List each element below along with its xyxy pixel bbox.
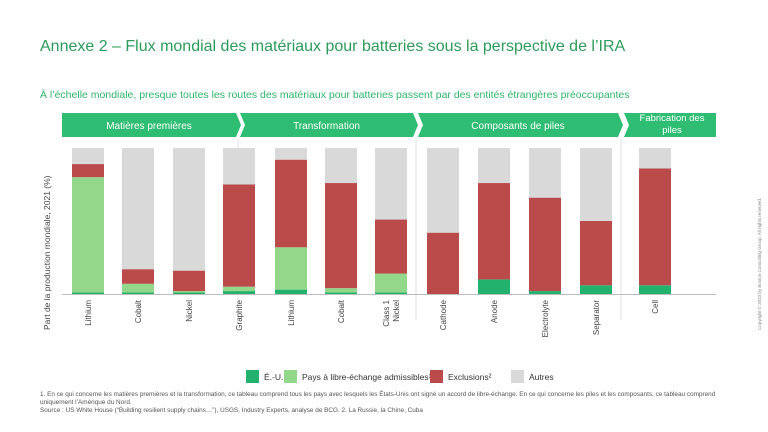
x-tick-label-8: Anode — [490, 299, 499, 323]
bar-4-segment-2 — [275, 159, 307, 248]
legend-item-exclusions: Exclusions² — [430, 370, 491, 383]
bar-2-segment-2 — [173, 270, 205, 292]
group-header-label-3: Fabrication des — [640, 113, 705, 124]
legend-swatch-exclusions — [430, 370, 443, 383]
bar-9-segment-0 — [529, 291, 561, 294]
bar-1-segment-2 — [122, 269, 154, 284]
legend-label-others: Autres — [529, 371, 554, 382]
bar-10-segment-3 — [580, 148, 612, 221]
footnote: 1. En ce qui concerne les matières premi… — [40, 391, 720, 415]
x-tick-label-10: Separator — [592, 300, 601, 335]
footnote-source: Source : US White House (“Building resil… — [40, 407, 423, 414]
stacked-bar-chart: Matières premières Transformation Composan… — [42, 113, 716, 337]
bar-3-segment-1 — [223, 286, 255, 292]
legend-item-us: É.-U. — [246, 370, 283, 383]
bar-6-segment-1 — [375, 273, 407, 293]
x-tick-label-1: Cobalt — [134, 299, 143, 323]
x-tick-label-5: Cobalt — [337, 299, 346, 323]
x-tick-label-0: Lithium — [84, 300, 93, 326]
bar-2-segment-3 — [173, 148, 205, 271]
footnote-line-1: 1. En ce qui concerne les matières premi… — [40, 391, 716, 406]
legend-swatch-us — [246, 370, 259, 383]
bar-0-segment-0 — [72, 292, 104, 294]
bar-10-segment-0 — [580, 285, 612, 294]
legend-swatch-others — [511, 370, 524, 383]
bar-4-segment-3 — [275, 148, 307, 160]
group-header-label-1: Transformation — [293, 121, 360, 132]
bar-2-segment-0 — [173, 292, 205, 294]
legend-item-others: Autres — [511, 370, 554, 383]
bar-5-segment-3 — [325, 148, 357, 184]
bar-8-segment-0 — [478, 279, 510, 294]
bar-2-segment-1 — [173, 291, 205, 293]
legend-item-fta: Pays à libre-échange admissibles¹ — [284, 370, 431, 383]
bar-11-segment-0 — [639, 285, 671, 294]
bar-8-segment-2 — [478, 183, 510, 280]
legend-label-us: É.-U. — [264, 371, 284, 382]
x-tick-label-3: Graphite — [235, 299, 244, 330]
group-header-3 — [624, 113, 716, 137]
bar-3-segment-2 — [223, 184, 255, 287]
group-header-0 — [62, 113, 241, 137]
bar-7-segment-3 — [427, 148, 459, 233]
x-tick-label-11: Cell — [651, 300, 660, 314]
bar-0-segment-3 — [72, 148, 104, 165]
x-tick-label-6-line-0: Class 1 — [382, 299, 391, 326]
group-header-label-3: piles — [662, 125, 682, 136]
bar-7-segment-2 — [427, 232, 459, 294]
bar-6-segment-3 — [375, 148, 407, 220]
y-axis-label: Part de la production mondiale, 2021 (%) — [42, 175, 52, 330]
x-tick-label-2: Nickel — [185, 300, 194, 322]
bar-5-segment-1 — [325, 288, 357, 293]
chart-legend: É.-U. Pays à libre-échange admissibles¹ … — [0, 370, 768, 386]
group-header-2 — [418, 113, 623, 137]
x-tick-label-7: Cathode — [439, 299, 448, 330]
legend-label-exclusions: Exclusions² — [448, 371, 492, 382]
legend-label-fta: Pays à libre-échange admissibles¹ — [302, 371, 432, 382]
x-tick-label-6-line-1: Nickel — [392, 300, 401, 322]
bar-6-segment-2 — [375, 219, 407, 274]
group-header-label-0: Matières premières — [106, 121, 192, 132]
copyright-text: Copyright © 2023 by Boston Consulting Gr… — [757, 197, 762, 330]
bar-3-segment-0 — [223, 291, 255, 294]
group-header-1 — [240, 113, 418, 137]
bar-11-segment-2 — [639, 168, 671, 286]
legend-swatch-fta — [284, 370, 297, 383]
x-tick-label-9: Electrolyte — [541, 299, 550, 337]
page-title: Annexe 2 – Flux mondial des matériaux po… — [40, 38, 626, 55]
bar-9-segment-2 — [529, 197, 561, 292]
bar-4-segment-0 — [275, 289, 307, 294]
x-tick-label-4: Lithium — [287, 300, 296, 326]
bar-0-segment-2 — [72, 164, 104, 178]
bar-1-segment-0 — [122, 292, 154, 294]
bar-4-segment-1 — [275, 247, 307, 290]
bar-6-segment-0 — [375, 292, 407, 294]
page-subtitle: À l’échelle mondiale, presque toutes les… — [40, 89, 630, 101]
bar-10-segment-2 — [580, 221, 612, 286]
bar-0-segment-1 — [72, 177, 104, 293]
bar-5-segment-0 — [325, 292, 357, 294]
bar-8-segment-3 — [478, 148, 510, 184]
bar-9-segment-3 — [529, 148, 561, 198]
group-header-label-2: Composants de piles — [471, 121, 564, 132]
bar-1-segment-3 — [122, 148, 154, 270]
bar-11-segment-3 — [639, 148, 671, 169]
bar-1-segment-1 — [122, 283, 154, 293]
bar-5-segment-2 — [325, 183, 357, 289]
bar-3-segment-3 — [223, 148, 255, 185]
